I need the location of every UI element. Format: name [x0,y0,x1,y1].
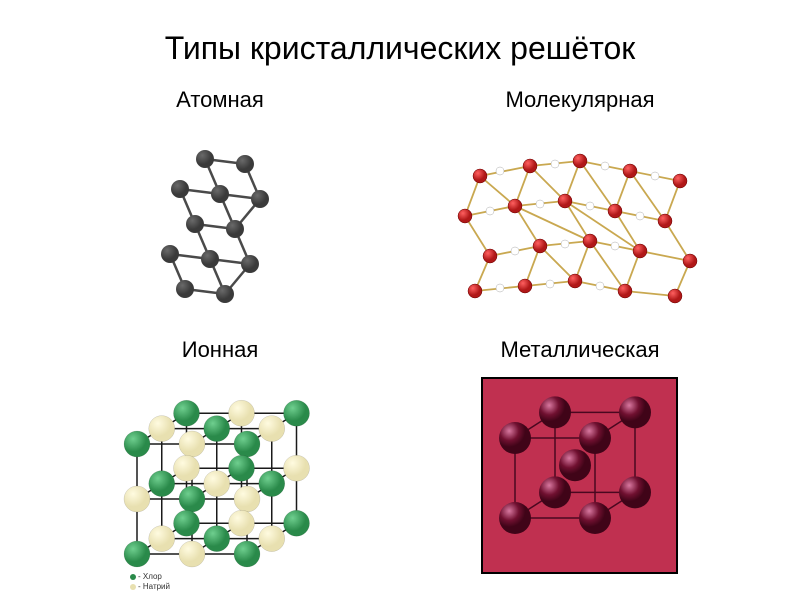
diagram-metallic [400,375,760,577]
ionic-lattice-svg [115,376,325,576]
diagram-atomic [40,125,400,327]
molecular-lattice-svg [440,146,720,306]
cell-molecular: Молекулярная [400,77,760,327]
legend-dot [130,584,136,590]
legend-dot [130,574,136,580]
legend-text: - Хлор [138,572,162,582]
metallic-lattice-svg [480,376,680,576]
label-molecular: Молекулярная [505,87,654,113]
atomic-lattice-svg [135,139,305,314]
legend-row: - Хлор [130,572,170,582]
ionic-legend: - Хлор- Натрий [130,572,170,592]
diagram-molecular [400,125,760,327]
diagram-ionic [40,375,400,577]
label-atomic: Атомная [176,87,264,113]
label-metallic: Металлическая [500,337,659,363]
legend-text: - Натрий [138,582,170,592]
cell-ionic: Ионная [40,327,400,577]
page-title: Типы кристаллических решёток [0,0,800,77]
label-ionic: Ионная [182,337,259,363]
legend-row: - Натрий [130,582,170,592]
cell-atomic: Атомная [40,77,400,327]
cell-metallic: Металлическая [400,327,760,577]
lattice-grid: Атомная Молекулярная Ионная Металлическа… [0,77,800,577]
